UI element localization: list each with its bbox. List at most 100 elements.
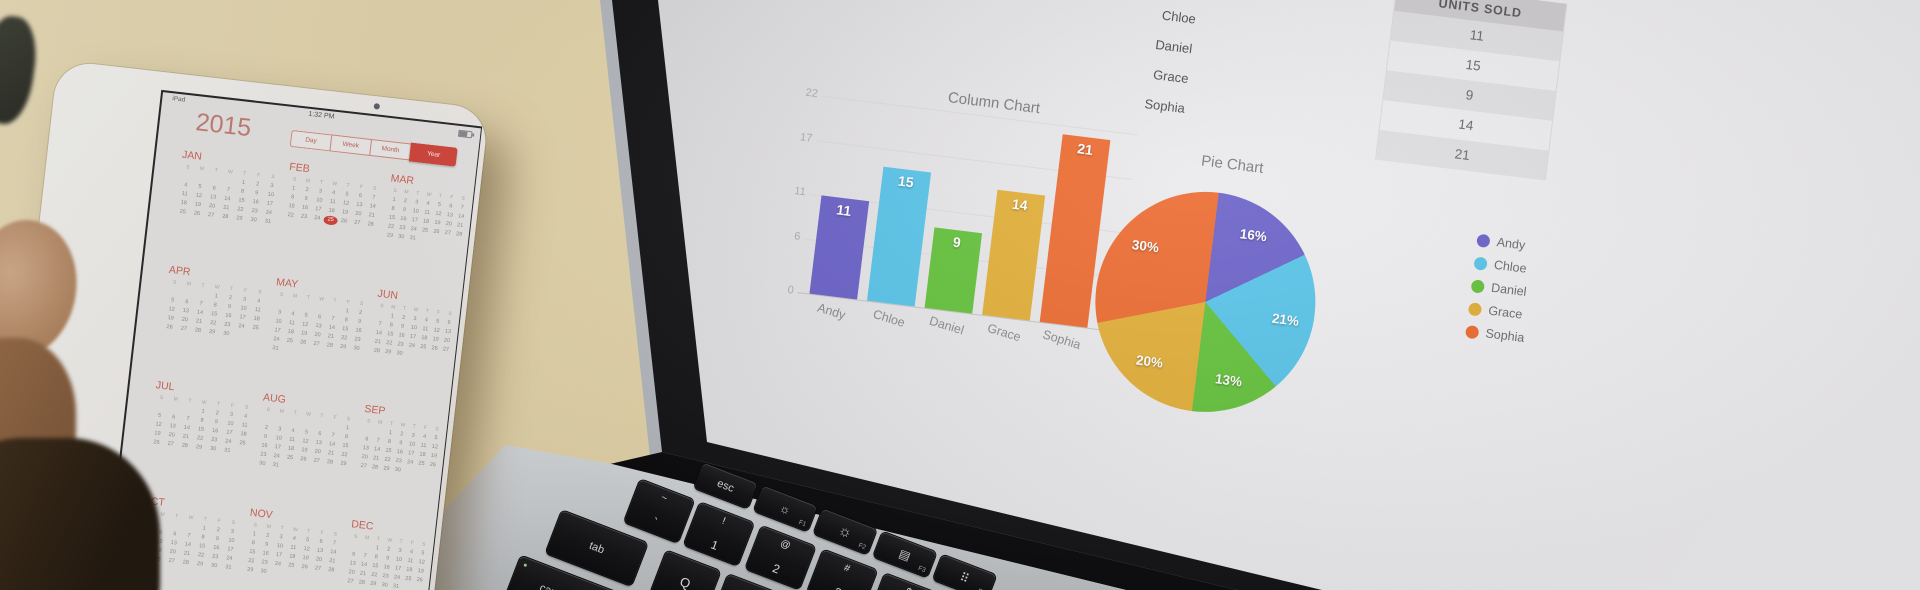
calendar-month-feb[interactable]: FEB S M T W T F S 1 2 3 4 5 6 7 8 9 10 11 12 13 14 15 16 17 18 19 2…	[283, 161, 383, 230]
day-cell: 24	[274, 560, 282, 568]
day-cell: 28	[455, 231, 463, 238]
day-cell: 28	[326, 342, 334, 349]
view-tab-week[interactable]: Week	[329, 134, 372, 156]
key-4[interactable]: $4	[868, 573, 940, 590]
key-legend: `	[650, 515, 660, 530]
day-cell: 25	[239, 440, 246, 447]
day-cell: 26	[301, 563, 308, 571]
key-1[interactable]: ! 1	[683, 502, 755, 566]
battery-icon	[457, 129, 473, 139]
day-cell: 26	[193, 210, 201, 218]
key-shift-legend: @	[778, 538, 793, 553]
calendar-month-aug[interactable]: AUG S M T W T F S 1 2 3 4 5 6 7 8 9 10 11 12 13 14 15 16 17 18 19 2…	[255, 391, 357, 478]
day-cell: 30	[258, 460, 266, 468]
calendar-month-nov[interactable]: NOV S M T W T F S 1 2 3 4 5 6 7 8 9 10 11 12 13 14 15 16 17 18 19 2…	[243, 507, 344, 585]
key-legend: Q	[677, 573, 693, 590]
day-cell: 31	[409, 234, 417, 242]
day-cell: 23	[300, 213, 308, 221]
calendar-month-sep[interactable]: SEP S M T W T F S 1 2 3 4 5 6 7 8 9 10 11 12 13 14 15 16 17 18 19 2…	[357, 403, 444, 480]
day-cell: 26	[416, 576, 424, 584]
day-cell: 29	[236, 215, 243, 222]
day-cell: 24	[238, 323, 245, 330]
day-cell: 25	[179, 208, 187, 216]
front-camera-icon	[373, 103, 381, 110]
calendar-month-dec[interactable]: DEC S M T W T F S 1 2 3 4 5 6 7 8 9 10 11 12 13 14 15 16 17 18 19 2…	[344, 518, 431, 590]
day-cell: 27	[314, 565, 322, 573]
key-legend: 1	[708, 537, 721, 553]
calendar-month-may[interactable]: MAY S M T W T F S 1 2 3 4 5 6 7 8 9 10 11 12 13 14 15 16 17 18 19 2…	[268, 276, 370, 363]
calendar-view-switcher: Day Week Month Year	[289, 129, 458, 167]
key-3[interactable]: #3	[806, 549, 878, 590]
calendar-month-jan[interactable]: JAN S M T W T F S 1 2 3 4 5 6 7 8 9 10 11 12 13 14 15 16 17 18 19 2…	[175, 149, 282, 228]
day-cell: 25	[286, 337, 294, 345]
day-cell: 29	[339, 343, 347, 351]
day-cell: 28	[221, 213, 229, 221]
key-2[interactable]: @2	[745, 525, 816, 590]
key-shift-legend: ~	[659, 492, 669, 505]
day-cell: 26	[299, 456, 307, 463]
day-cell: 28	[367, 221, 375, 228]
day-cell: 26	[340, 218, 348, 225]
calendar-month-jun[interactable]: JUN S M T W T F S 1 2 3 4 5 6 7 8 9 10 11 12 13 14 15 16 17 18 19 2…	[371, 288, 458, 365]
day-cell: 27	[167, 440, 175, 448]
key-legend: 2	[770, 561, 782, 577]
day-cell: 28	[181, 442, 189, 450]
day-cell: 30	[250, 216, 257, 224]
day-cell: 27	[313, 340, 320, 348]
key-q[interactable]: Q	[650, 550, 721, 590]
day-cell: 29	[195, 444, 203, 451]
day-cell: 27	[442, 346, 450, 354]
day-cell: 28	[327, 566, 335, 574]
calendar-year-title: 2015	[194, 108, 253, 143]
day-cell: 30	[222, 330, 230, 338]
calendar-month-mar[interactable]: MAR S M T W T F S 1 2 3 4 5 6 7 8 9 10 11 12 13 14 15 16 17 18 19 2…	[384, 172, 471, 249]
day-cell: 27	[313, 457, 321, 465]
day-cell: 25	[287, 562, 295, 569]
day-cell: 25	[286, 454, 294, 462]
day-cell: 26	[166, 324, 173, 331]
day-cell: 27	[180, 325, 188, 333]
day-cell: 22	[287, 212, 294, 219]
day-cell: 31	[272, 345, 279, 352]
day-cell: 28	[326, 459, 334, 466]
day-cell: 26	[153, 439, 160, 446]
view-tab-month[interactable]: Month	[369, 138, 411, 161]
today-highlight: 25	[323, 215, 338, 226]
day-cell: 30	[396, 350, 403, 357]
day-cell: 25	[252, 324, 260, 332]
day-cell: 30	[209, 445, 217, 453]
day-cell: 31	[392, 583, 400, 590]
day-cell: 29	[339, 460, 347, 468]
day-cell: 28	[194, 327, 202, 334]
day-cell: 30	[260, 568, 267, 575]
key-shift-legend: $	[880, 577, 938, 590]
calendar-month-jul[interactable]: JUL S M T W T F S 1 2 3 4 5 6 7 8 9 10 11 12 13 14 15 16 17 18 19 2…	[149, 379, 256, 458]
view-tab-day[interactable]: Day	[289, 129, 332, 152]
view-tab-year[interactable]: Year	[408, 142, 458, 167]
day-cell: 27	[207, 211, 215, 219]
key-shift-legend: #	[842, 562, 852, 575]
key-shift-legend: !	[720, 515, 727, 528]
screen-aluminum-edge	[600, 0, 666, 457]
day-cell: 27	[353, 219, 361, 227]
day-cell: 31	[224, 564, 232, 571]
day-cell: 30	[353, 345, 360, 352]
day-cell: 29	[196, 560, 204, 568]
day-cell: 30	[394, 466, 402, 474]
day-cell: 26	[299, 339, 307, 346]
day-cell: 28	[182, 559, 190, 567]
day-cell: 24	[313, 215, 321, 222]
calendar-month-apr[interactable]: APR S M T W T F S 1 2 3 4 5 6 7 8 9 10 11 12 13 14 15 16 17 18 19 2…	[162, 264, 269, 343]
backtick-key[interactable]: ~ `	[623, 479, 695, 543]
